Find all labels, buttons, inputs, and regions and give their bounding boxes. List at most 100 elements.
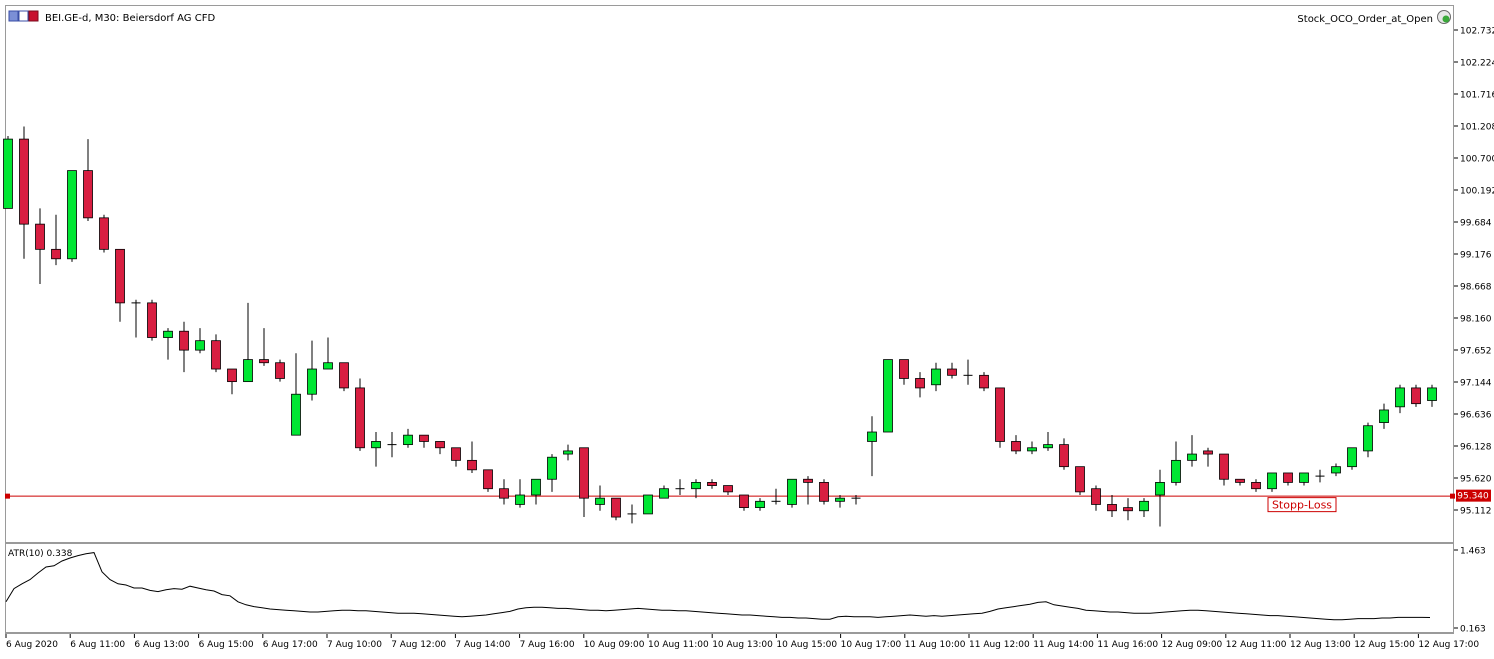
candle-body[interactable] xyxy=(1203,450,1213,455)
candle-body[interactable] xyxy=(707,482,717,486)
candle-body[interactable] xyxy=(1091,488,1101,505)
candle-body[interactable] xyxy=(179,330,189,351)
candle-body[interactable] xyxy=(1027,447,1037,452)
candle-body[interactable] xyxy=(1107,504,1117,512)
candle-body[interactable] xyxy=(99,217,109,250)
candle-body[interactable] xyxy=(275,362,285,379)
candle-body[interactable] xyxy=(947,368,957,376)
candle-body[interactable] xyxy=(1331,466,1341,474)
candle-body[interactable] xyxy=(691,482,701,490)
candle-body[interactable] xyxy=(595,497,605,505)
time-tick-label: 11 Aug 12:00 xyxy=(969,640,1030,650)
candle-body[interactable] xyxy=(755,500,765,509)
candle-body[interactable] xyxy=(803,478,813,483)
candle-body[interactable] xyxy=(35,223,45,250)
candle-body[interactable] xyxy=(483,469,493,490)
candle-body[interactable] xyxy=(339,362,349,389)
candle-body[interactable] xyxy=(211,340,221,370)
candle-body[interactable] xyxy=(435,441,445,449)
candle-body[interactable] xyxy=(19,138,29,225)
stop-loss-left-marker[interactable] xyxy=(5,493,10,499)
atr-line[interactable] xyxy=(5,552,1431,621)
candle-body[interactable] xyxy=(1075,466,1085,493)
time-tick-label: 7 Aug 16:00 xyxy=(520,640,575,650)
symbol-menu-icon[interactable] xyxy=(8,10,39,22)
candle-body[interactable] xyxy=(1427,387,1437,401)
candle-body[interactable] xyxy=(547,456,557,480)
candle-body[interactable] xyxy=(739,494,749,509)
candle-body[interactable] xyxy=(883,359,893,433)
candle-body[interactable] xyxy=(1363,425,1373,452)
candle-body[interactable] xyxy=(419,434,429,442)
candle-body[interactable] xyxy=(1411,387,1421,405)
candle-body[interactable] xyxy=(1059,444,1069,468)
stop-loss-right-marker[interactable] xyxy=(1450,493,1455,499)
candle-body[interactable] xyxy=(163,330,173,338)
candle-body[interactable] xyxy=(467,459,477,471)
candle-body[interactable] xyxy=(1155,482,1165,496)
candle-body[interactable] xyxy=(115,248,125,304)
candle-body[interactable] xyxy=(291,393,301,436)
candle-body[interactable] xyxy=(451,447,461,461)
candle-body[interactable] xyxy=(1283,472,1293,483)
candle-body[interactable] xyxy=(1219,453,1229,480)
candle-body[interactable] xyxy=(931,368,941,386)
candle-body[interactable] xyxy=(915,378,925,389)
candle-body[interactable] xyxy=(371,441,381,449)
price-tick-label: 98.668 xyxy=(1460,283,1492,293)
candle-body[interactable] xyxy=(195,340,205,351)
main-pane-frame[interactable] xyxy=(5,5,1454,543)
candle-body[interactable] xyxy=(3,138,13,209)
candle-body[interactable] xyxy=(867,431,877,442)
candle-body[interactable] xyxy=(67,170,77,260)
candle-body[interactable] xyxy=(835,497,845,502)
candle-body[interactable] xyxy=(1395,387,1405,408)
chart-title: BEI.GE-d, M30: Beiersdorf AG CFD xyxy=(45,13,215,24)
candle-body[interactable] xyxy=(307,368,317,395)
price-axis[interactable]: 102.732 102.224 101.716 101.208 100.700 100.1… xyxy=(1454,27,1494,517)
candle-body[interactable] xyxy=(787,478,797,505)
stop-loss-label[interactable]: Stopp-Loss xyxy=(1267,497,1337,513)
candle-body[interactable] xyxy=(83,170,93,219)
candle-body[interactable] xyxy=(1379,409,1389,423)
candle-body[interactable] xyxy=(259,359,269,364)
candle-body[interactable] xyxy=(579,447,589,499)
candle-body[interactable] xyxy=(323,362,333,370)
candle-body[interactable] xyxy=(1139,500,1149,512)
candle-body[interactable] xyxy=(499,488,509,499)
candle-body[interactable] xyxy=(227,368,237,383)
time-axis[interactable]: 6 Aug 2020 6 Aug 11:00 6 Aug 13:00 6 Aug 15… xyxy=(5,634,1479,650)
expert-status-icon[interactable] xyxy=(1437,10,1451,24)
candle-body[interactable] xyxy=(1235,478,1245,483)
candle-body[interactable] xyxy=(1187,453,1197,461)
candle-body[interactable] xyxy=(515,494,525,505)
candle-body[interactable] xyxy=(51,248,61,260)
candle-body[interactable] xyxy=(531,478,541,496)
atr-label: ATR(10) 0.338 xyxy=(8,549,73,559)
candle-body[interactable] xyxy=(1043,444,1053,449)
candle-body[interactable] xyxy=(1299,472,1309,483)
candle-body[interactable] xyxy=(1171,459,1181,483)
candle-body[interactable] xyxy=(403,434,413,446)
candle-body[interactable] xyxy=(723,485,733,493)
candle-body[interactable] xyxy=(147,302,157,338)
candle-body[interactable] xyxy=(1347,447,1357,468)
candle-body[interactable] xyxy=(1251,482,1261,490)
candle-body[interactable] xyxy=(899,359,909,379)
expert-advisor-name[interactable]: Stock_OCO_Order_at_Open xyxy=(1297,14,1433,25)
stop-loss-label-text: Stopp-Loss xyxy=(1272,499,1332,512)
candle-body[interactable] xyxy=(1123,507,1133,512)
candle-body[interactable] xyxy=(659,488,669,499)
candle-body[interactable] xyxy=(995,387,1005,442)
candle-body[interactable] xyxy=(355,387,365,449)
candle-body[interactable] xyxy=(1267,472,1277,490)
atr-pane-frame[interactable] xyxy=(5,543,1454,633)
candle-body[interactable] xyxy=(643,494,653,515)
candle-body[interactable] xyxy=(611,497,621,518)
candle-body[interactable] xyxy=(243,359,253,383)
candle-body[interactable] xyxy=(979,374,989,389)
candle-body[interactable] xyxy=(819,482,829,502)
candle-body[interactable] xyxy=(563,450,573,455)
candle-body[interactable] xyxy=(1011,441,1021,452)
